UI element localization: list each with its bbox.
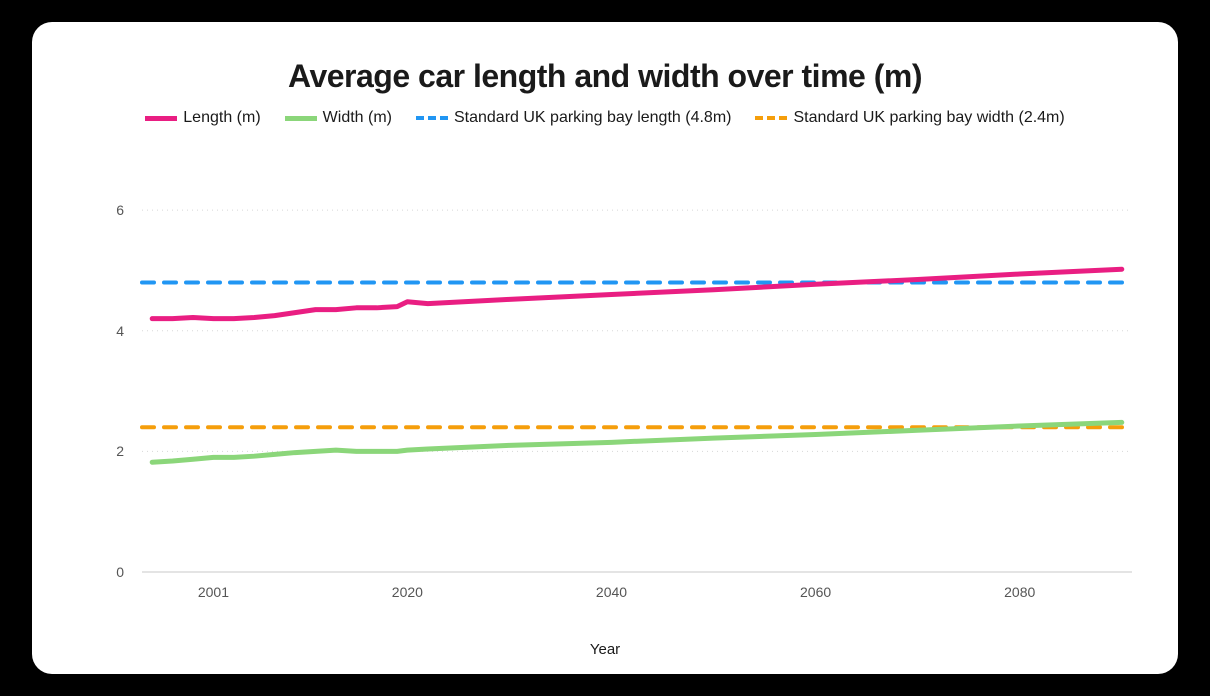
legend-label: Standard UK parking bay length (4.8m) [454,109,731,127]
chart-card: Average car length and width over time (… [32,22,1178,674]
legend-label: Length (m) [183,109,260,127]
plot-area [102,182,1142,612]
y-tick-label: 4 [94,323,124,339]
x-tick-label: 2060 [800,584,831,600]
legend-swatch [755,116,787,120]
legend-swatch [416,116,448,120]
legend-item-bay_width: Standard UK parking bay width (2.4m) [755,109,1064,127]
y-tick-label: 6 [94,202,124,218]
y-tick-label: 0 [94,564,124,580]
legend-swatch [145,116,177,121]
x-tick-label: 2001 [198,584,229,600]
x-tick-label: 2080 [1004,584,1035,600]
chart-svg [102,182,1142,612]
x-tick-label: 2020 [392,584,423,600]
legend-item-width: Width (m) [285,109,392,127]
legend-item-bay_length: Standard UK parking bay length (4.8m) [416,109,731,127]
legend-label: Width (m) [323,109,392,127]
y-tick-label: 2 [94,443,124,459]
chart-title: Average car length and width over time (… [32,58,1178,95]
series-length [152,269,1122,318]
x-tick-label: 2040 [596,584,627,600]
legend-item-length: Length (m) [145,109,260,127]
legend-swatch [285,116,317,121]
legend-label: Standard UK parking bay width (2.4m) [793,109,1064,127]
chart-legend: Length (m) Width (m) Standard UK parking b… [32,109,1178,127]
x-axis-label: Year [32,641,1178,658]
